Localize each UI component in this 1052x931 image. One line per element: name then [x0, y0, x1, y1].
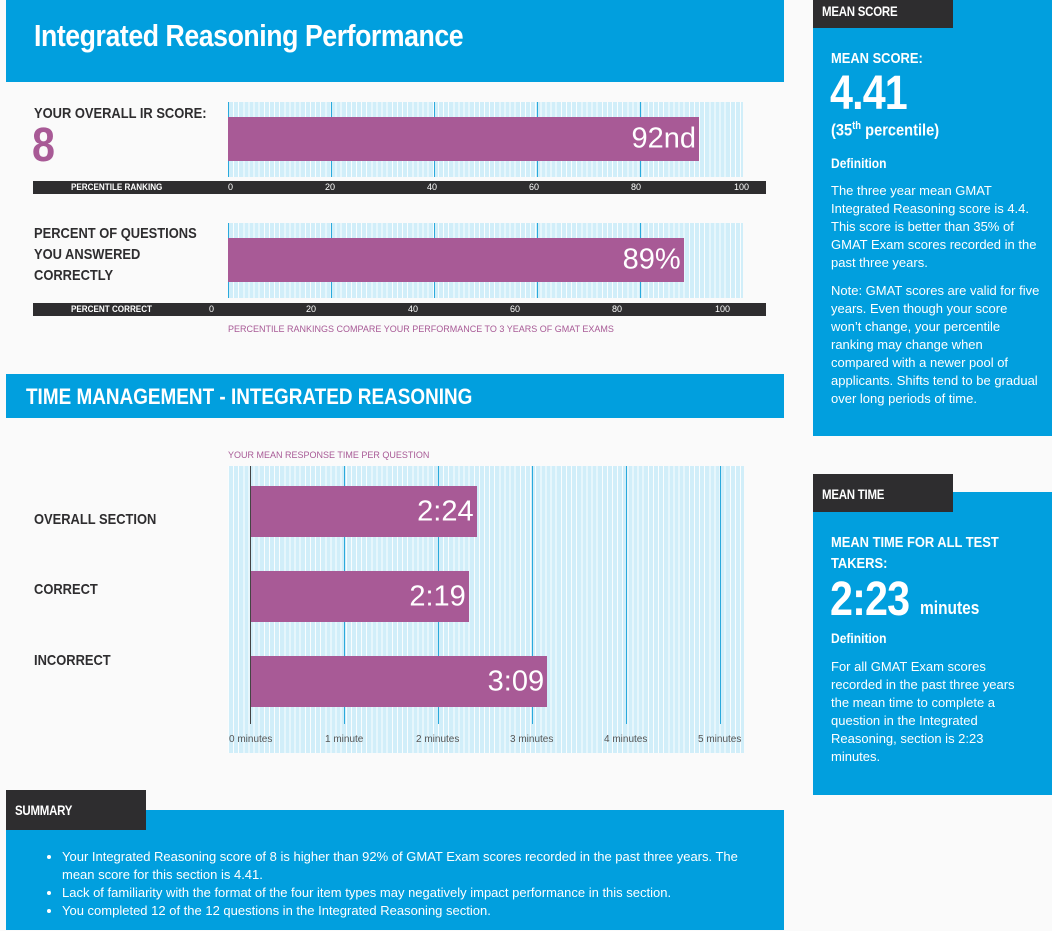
- time-management-header: TIME MANAGEMENT - INTEGRATED REASONING: [6, 374, 784, 418]
- mean-score-definition-label: Definition: [831, 155, 887, 171]
- percentile-bar: 92nd: [228, 117, 700, 161]
- percentile-chart: 92nd: [228, 102, 743, 177]
- ir-score-label: YOUR OVERALL IR SCORE:: [34, 105, 207, 122]
- mean-time-definition-label: Definition: [831, 630, 887, 646]
- mean-score-definition-text: The three year mean GMAT Integrated Reas…: [831, 183, 1037, 270]
- mean-time-panel: MEAN TIME FOR ALL TEST TAKERS: 2:23 minu…: [813, 492, 1052, 795]
- summary-panel: Your Integrated Reasoning score of 8 is …: [6, 810, 784, 930]
- page-title: Integrated Reasoning Performance: [34, 18, 464, 53]
- time-axis-tick: 0 minutes: [229, 734, 273, 745]
- axis-tick: 60: [510, 304, 521, 314]
- time-chart: 2:24 2:19 3:09 0 minutes 1 minute 2 minu…: [228, 466, 744, 753]
- mean-time-definition-text: For all GMAT Exam scores recorded in the…: [831, 659, 1015, 764]
- time-bar-overall: 2:24: [251, 486, 477, 537]
- axis-tick: 0: [209, 304, 215, 314]
- mean-score-note: Note: GMAT scores are valid for five yea…: [831, 283, 1040, 406]
- mean-time-head: MEAN TIME FOR ALL TEST TAKERS:: [831, 532, 999, 574]
- gridline: [720, 466, 721, 724]
- time-row-label-correct: CORRECT: [34, 581, 98, 598]
- percent-correct-bar-label: 89%: [622, 243, 681, 276]
- summary-list: Your Integrated Reasoning score of 8 is …: [6, 848, 784, 920]
- time-chart-caption: YOUR MEAN RESPONSE TIME PER QUESTION: [228, 450, 430, 460]
- percent-correct-label-line2: YOU ANSWERED: [34, 246, 141, 263]
- time-row-label-incorrect: INCORRECT: [34, 652, 111, 669]
- axis-tick: 40: [408, 304, 419, 314]
- axis-tick: 100: [715, 304, 731, 314]
- mean-time-tab: MEAN TIME: [813, 474, 953, 512]
- percent-correct-label: PERCENT OF QUESTIONS YOU ANSWERED CORREC…: [34, 223, 197, 286]
- percent-correct-label-line1: PERCENT OF QUESTIONS: [34, 225, 197, 242]
- mean-time-value: 2:23: [830, 573, 910, 626]
- time-bar-correct: 2:19: [251, 571, 469, 622]
- gridline: [532, 466, 533, 724]
- mean-time-unit: minutes: [920, 598, 980, 618]
- percent-correct-axis-title: PERCENT CORRECT: [71, 304, 153, 314]
- percentile-note: PERCENTILE RANKINGS COMPARE YOUR PERFORM…: [228, 324, 614, 334]
- mean-score-value: 4.41: [830, 67, 908, 120]
- summary-item: Your Integrated Reasoning score of 8 is …: [62, 848, 784, 884]
- mean-time-head-line1: MEAN TIME FOR ALL TEST: [831, 534, 999, 551]
- summary-tab: SUMMARY: [6, 790, 146, 830]
- percentile-axis: PERCENTILE RANKING 0 20 40 60 80 100: [33, 181, 766, 194]
- percent-correct-bar: 89%: [228, 238, 684, 282]
- mean-time-tab-label: MEAN TIME: [822, 486, 885, 502]
- mean-score-tab: MEAN SCORE: [813, 0, 953, 28]
- axis-tick: 40: [427, 182, 438, 192]
- mean-score-tab-label: MEAN SCORE: [822, 3, 898, 19]
- y-axis-line: [250, 466, 251, 724]
- percent-correct-axis: PERCENT CORRECT 0 20 40 60 80 100: [33, 303, 766, 316]
- time-bar-incorrect-label: 3:09: [487, 665, 545, 697]
- time-management-title: TIME MANAGEMENT - INTEGRATED REASONING: [26, 384, 473, 409]
- mean-time-head-line2: TAKERS:: [831, 555, 888, 572]
- summary-tab-label: SUMMARY: [15, 802, 73, 818]
- percentile-suffix: percentile): [861, 120, 940, 140]
- time-bar-overall-label: 2:24: [417, 495, 474, 527]
- percentile-prefix: (35: [831, 120, 853, 140]
- percentile-sup: th: [852, 120, 862, 132]
- gridline: [626, 466, 627, 724]
- mean-score-percentile: (35th percentile): [831, 120, 939, 141]
- time-row-label-overall: OVERALL SECTION: [34, 511, 157, 528]
- time-axis-tick: 4 minutes: [604, 734, 648, 745]
- axis-tick: 0: [228, 182, 234, 192]
- mean-score-panel: MEAN SCORE: 4.41 (35th percentile) Defin…: [813, 0, 1052, 436]
- percent-correct-label-line3: CORRECTLY: [34, 267, 114, 284]
- percentile-bar-label: 92nd: [631, 122, 697, 155]
- summary-item: You completed 12 of the 12 questions in …: [62, 902, 784, 920]
- time-axis-tick: 5 minutes: [698, 734, 742, 745]
- time-axis-tick: 2 minutes: [416, 734, 460, 745]
- time-axis-tick: 3 minutes: [510, 734, 554, 745]
- axis-tick: 20: [325, 182, 336, 192]
- time-bar-correct-label: 2:19: [409, 580, 466, 612]
- percentile-axis-title: PERCENTILE RANKING: [71, 182, 163, 192]
- axis-tick: 20: [306, 304, 317, 314]
- axis-tick: 80: [631, 182, 642, 192]
- percent-correct-chart: 89%: [228, 223, 743, 298]
- axis-tick: 60: [529, 182, 540, 192]
- ir-score-value: 8: [32, 119, 55, 172]
- mean-time-value-row: 2:23: [830, 572, 922, 627]
- summary-item: Lack of familiarity with the format of t…: [62, 884, 784, 902]
- mean-score-head: MEAN SCORE:: [831, 50, 923, 67]
- time-axis-tick: 1 minute: [325, 734, 364, 745]
- time-bar-incorrect: 3:09: [251, 656, 548, 707]
- axis-tick: 80: [612, 304, 623, 314]
- page-header: Integrated Reasoning Performance: [6, 0, 784, 82]
- axis-tick: 100: [734, 182, 750, 192]
